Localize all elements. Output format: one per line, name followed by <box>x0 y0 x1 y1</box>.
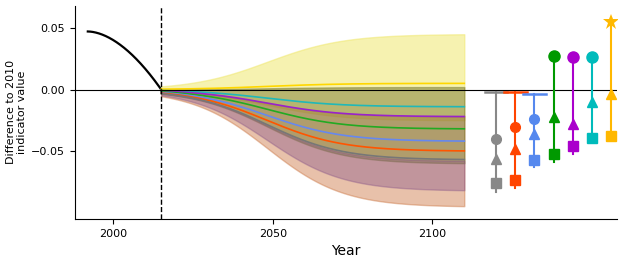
X-axis label: Year: Year <box>331 244 361 258</box>
Y-axis label: Difference to 2010
indicator value: Difference to 2010 indicator value <box>6 60 27 164</box>
